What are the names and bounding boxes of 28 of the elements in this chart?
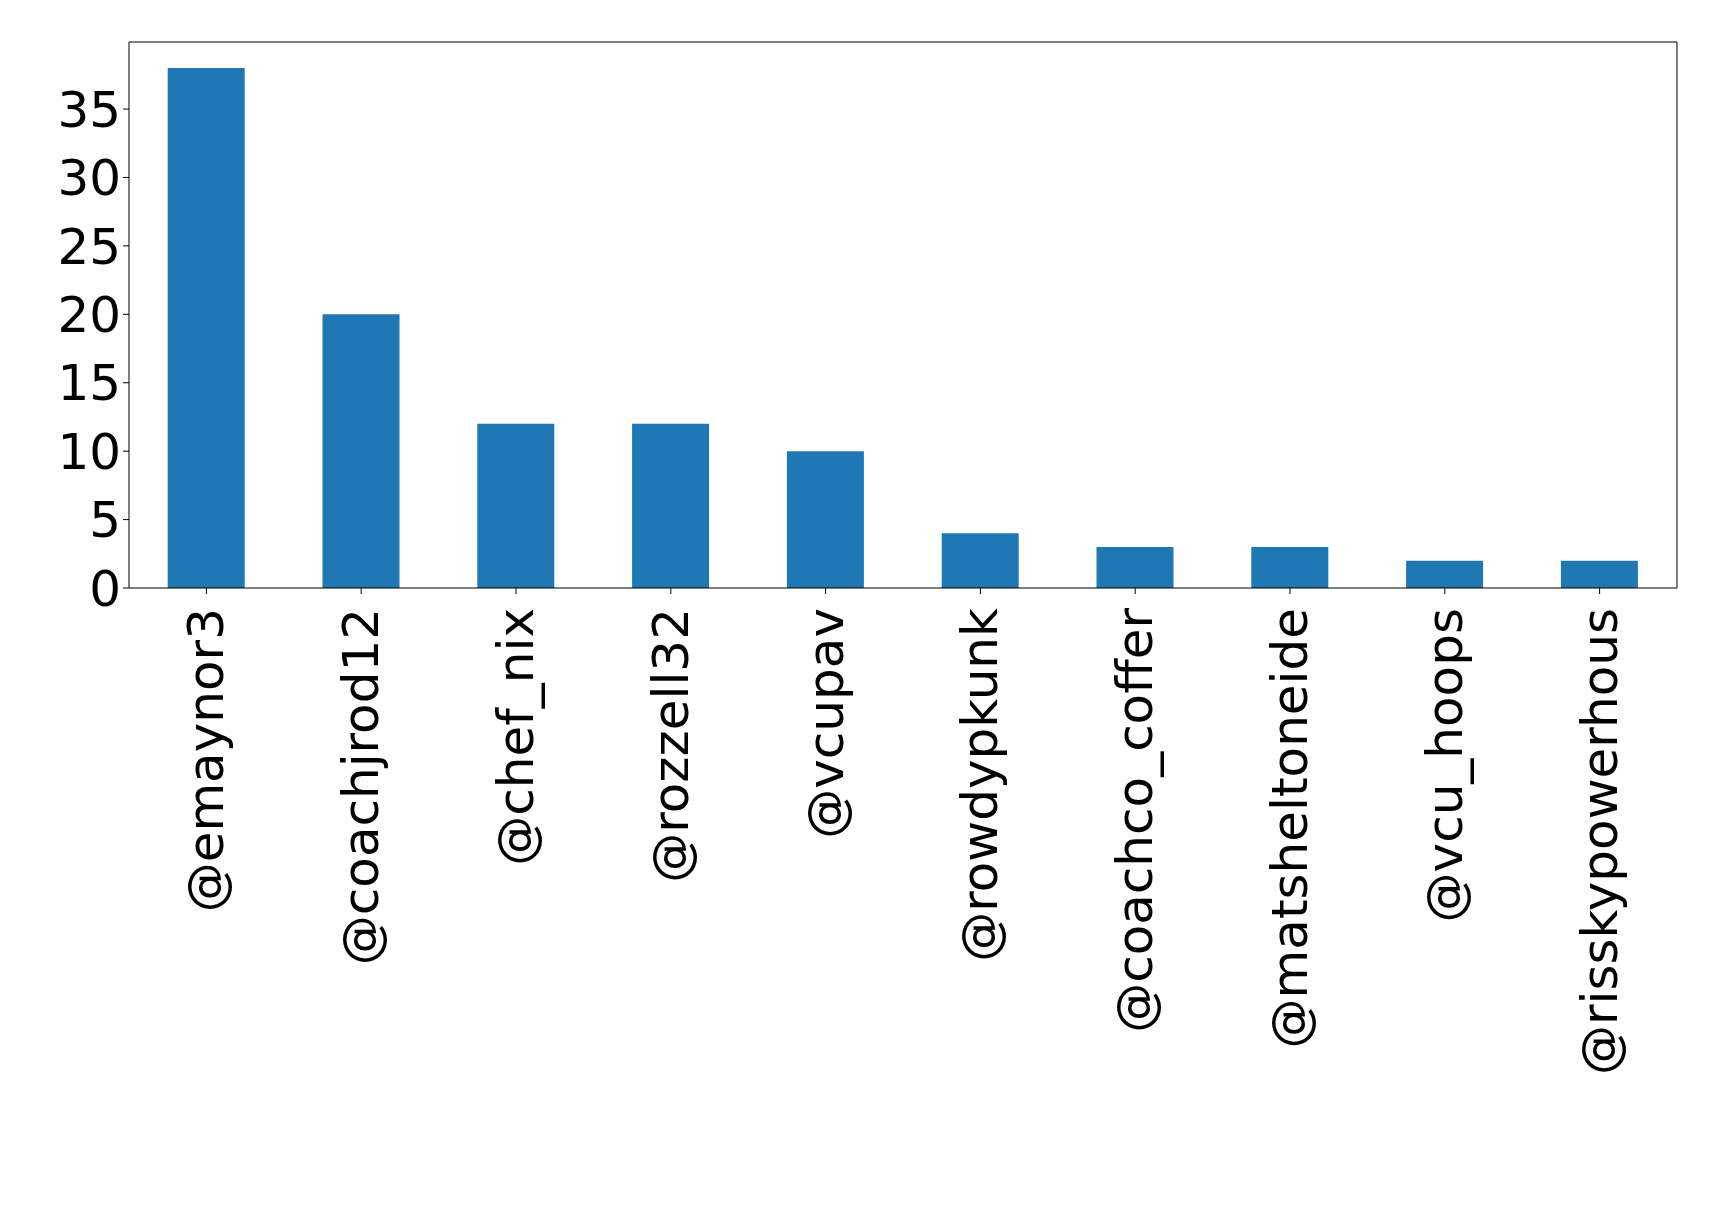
bar <box>1560 560 1638 588</box>
bar <box>477 423 555 588</box>
x-tick-label: @coachco_coffer <box>1106 607 1165 1033</box>
bar <box>786 451 864 588</box>
y-tick-label: 5 <box>89 491 121 550</box>
y-tick-label: 0 <box>89 559 121 618</box>
x-tick-label: @chef_nix <box>487 608 545 866</box>
y-tick-label: 35 <box>57 80 121 139</box>
bar <box>1406 560 1484 588</box>
x-tick-label: @coachjrod12 <box>332 608 391 966</box>
y-tick-label: 30 <box>57 149 121 208</box>
bar <box>941 533 1019 588</box>
x-tick-label: @matsheltoneide <box>1261 608 1319 1049</box>
y-tick-label: 20 <box>57 286 121 345</box>
y-tick-label: 25 <box>57 217 121 276</box>
x-tick-label: @rozzell32 <box>641 608 700 883</box>
y-tick-label: 15 <box>57 354 121 413</box>
x-tick-label: @vcupav <box>796 608 855 839</box>
bar <box>167 68 245 588</box>
bar <box>632 423 710 588</box>
x-tick-label: @rowdypkunk <box>951 607 1010 962</box>
bar <box>1251 546 1329 588</box>
x-tick-label: @vcu_hoops <box>1415 608 1474 923</box>
y-tick-label: 10 <box>57 422 121 481</box>
x-tick-label: @risskypowerhous <box>1570 608 1629 1075</box>
bar <box>322 314 400 588</box>
bar <box>1096 546 1174 588</box>
x-tick-label: @emaynor3 <box>177 608 236 913</box>
